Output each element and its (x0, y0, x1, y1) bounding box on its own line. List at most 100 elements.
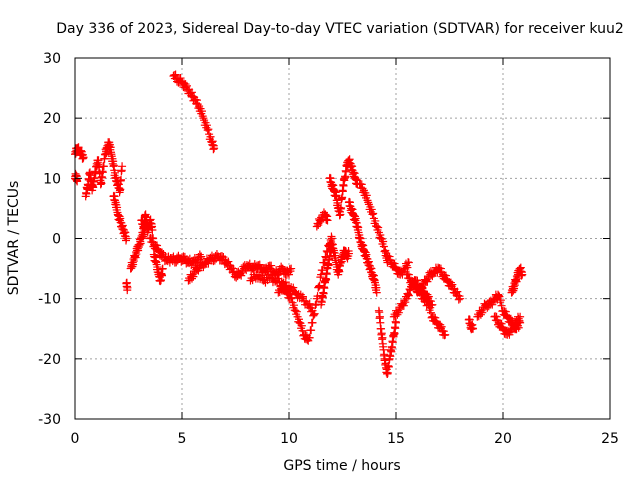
data-point (409, 277, 418, 286)
data-point (441, 271, 450, 280)
data-point (116, 185, 125, 194)
data-point (310, 309, 319, 318)
data-point (363, 196, 372, 205)
data-point (497, 319, 506, 328)
data-point (204, 125, 213, 134)
data-point (291, 306, 300, 315)
data-point (307, 326, 316, 335)
data-point (506, 314, 515, 323)
data-point (469, 324, 478, 333)
data-point (308, 318, 317, 327)
data-point (516, 312, 525, 321)
data-point (94, 156, 103, 165)
data-point (454, 295, 463, 304)
data-point (171, 70, 180, 79)
data-point (439, 327, 448, 336)
data-point (292, 307, 301, 316)
tick-layer: 0 5 10 15 20 25 -30 -20 -10 0 10 20 30 (38, 51, 619, 447)
data-point (431, 313, 440, 322)
data-point (390, 259, 399, 268)
data-point (479, 305, 488, 314)
data-point (118, 162, 127, 171)
data-point (267, 261, 276, 270)
data-point (316, 217, 325, 226)
y-tick-label: 10 (43, 171, 61, 187)
data-point (206, 132, 215, 141)
data-point (379, 237, 388, 246)
data-point (394, 308, 403, 317)
series-track-k (246, 270, 317, 316)
series-track-e (122, 278, 132, 295)
data-point (287, 294, 296, 303)
data-point (148, 225, 157, 234)
data-point (199, 114, 208, 123)
data-point (203, 126, 212, 135)
series-track-h (145, 233, 206, 270)
y-tick-label: 30 (43, 51, 61, 67)
data-point (305, 333, 314, 342)
data-point (192, 96, 201, 105)
data-point (404, 258, 413, 267)
data-point (193, 100, 202, 109)
data-point (515, 316, 524, 325)
data-point (210, 144, 219, 153)
data-point (379, 242, 388, 251)
series-track-r (374, 306, 400, 378)
data-point (294, 315, 303, 324)
data-point (492, 312, 501, 321)
data-point (323, 216, 332, 225)
data-point (374, 223, 383, 232)
data-point (79, 153, 88, 162)
data-point (289, 301, 298, 310)
y-tick-label: 20 (43, 111, 61, 127)
data-point (418, 284, 427, 293)
y-tick-label: 0 (52, 232, 61, 248)
data-point (376, 230, 385, 239)
data-point (501, 307, 510, 316)
data-point (367, 205, 376, 214)
data-point (309, 310, 318, 319)
y-tick-label: -10 (38, 292, 61, 308)
x-tick-label: 20 (494, 431, 512, 447)
data-point (404, 291, 413, 300)
data-point (237, 271, 246, 280)
data-point (189, 272, 198, 281)
data-point (371, 216, 380, 225)
series-track-w (464, 315, 478, 334)
grid-layer (75, 58, 610, 419)
data-point (436, 264, 445, 273)
data-point (419, 281, 428, 290)
data-point (453, 287, 462, 296)
data-point (197, 107, 206, 116)
series-track-n (317, 240, 353, 309)
data-point (488, 300, 497, 309)
series-track-t (383, 252, 413, 279)
data-point (424, 274, 433, 283)
data-point (257, 271, 266, 280)
series-track-g (137, 210, 167, 286)
series-track-a (71, 143, 88, 163)
data-point (436, 320, 445, 329)
data-point (229, 264, 238, 273)
data-point (338, 193, 347, 202)
data-point (158, 248, 167, 257)
data-point (424, 292, 433, 301)
x-tick-label: 0 (71, 431, 80, 447)
data-point (372, 222, 381, 231)
data-point (158, 264, 167, 273)
data-point (153, 241, 162, 250)
data-point (369, 209, 378, 218)
data-point (309, 311, 318, 320)
data-point (383, 368, 392, 377)
data-point (364, 198, 373, 207)
data-point (399, 301, 408, 310)
x-tick-label: 5 (178, 431, 187, 447)
data-point (437, 322, 446, 331)
x-tick-label: 10 (280, 431, 298, 447)
data-point (426, 303, 435, 312)
data-point (99, 162, 108, 171)
data-point (197, 252, 206, 261)
data-point (494, 290, 503, 299)
data-point (505, 330, 514, 339)
